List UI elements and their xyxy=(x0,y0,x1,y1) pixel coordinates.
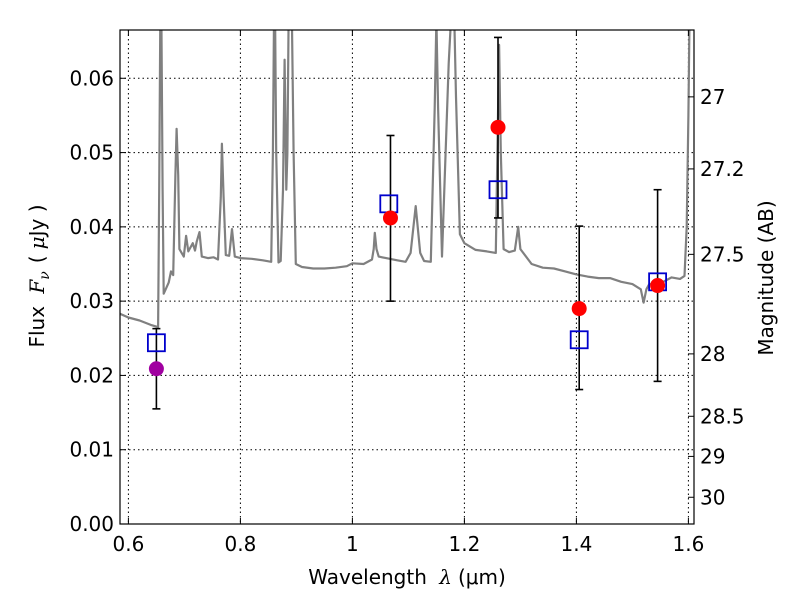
x-tick-label: 1.2 xyxy=(448,532,480,556)
right-tick-label: 28 xyxy=(700,342,725,366)
x-tick-label: 0.8 xyxy=(224,532,256,556)
observed-point xyxy=(650,278,666,294)
x-tick-label: 1 xyxy=(346,532,359,556)
model-square-point xyxy=(569,330,589,350)
y-tick-label: 0.01 xyxy=(69,438,114,462)
y-tick-label: 0.05 xyxy=(69,141,114,165)
right-tick-label: 27.5 xyxy=(700,242,745,266)
y-tick-label: 0.06 xyxy=(69,66,114,90)
y-tick-label: 0.02 xyxy=(69,363,114,387)
observed-point xyxy=(571,301,587,317)
right-tick-label: 27.2 xyxy=(700,157,745,181)
y-axis-right-label: Magnitude (AB) xyxy=(754,200,778,355)
right-tick-label: 30 xyxy=(700,485,725,509)
observed-point xyxy=(382,210,398,226)
right-tick-label: 27 xyxy=(700,85,725,109)
model-square-point xyxy=(379,194,399,214)
x-tick-label: 0.6 xyxy=(112,532,144,556)
y-axis-right-ticks: 27 27.2 27.5 28 28.5 29 30 xyxy=(688,85,745,509)
y-tick-label: 0.03 xyxy=(69,289,114,313)
y-axis-left-ticks: 0.00 0.01 0.02 0.03 0.04 0.05 0.06 xyxy=(69,66,126,536)
marker-layer xyxy=(146,36,667,410)
x-axis-label: Wavelength λ (μm) xyxy=(308,565,506,589)
model-square-point xyxy=(488,180,508,200)
observed-point xyxy=(490,119,506,135)
x-tick-label: 1.6 xyxy=(672,532,704,556)
right-tick-label: 28.5 xyxy=(700,404,745,428)
y-tick-label: 0.00 xyxy=(69,512,114,536)
spectrum-layer xyxy=(120,30,691,329)
spectrum-line xyxy=(120,30,691,329)
y-axis-left-label: Flux Fν(μJy ) xyxy=(25,204,53,347)
x-tick-label: 1.4 xyxy=(560,532,592,556)
observed-point xyxy=(148,361,164,377)
x-axis-ticks: 0.6 0.8 1 1.2 1.4 1.6 xyxy=(112,30,704,556)
model-square-point xyxy=(146,333,166,353)
y-tick-label: 0.04 xyxy=(69,215,114,239)
right-tick-label: 29 xyxy=(700,444,725,468)
plot-frame xyxy=(119,29,695,525)
